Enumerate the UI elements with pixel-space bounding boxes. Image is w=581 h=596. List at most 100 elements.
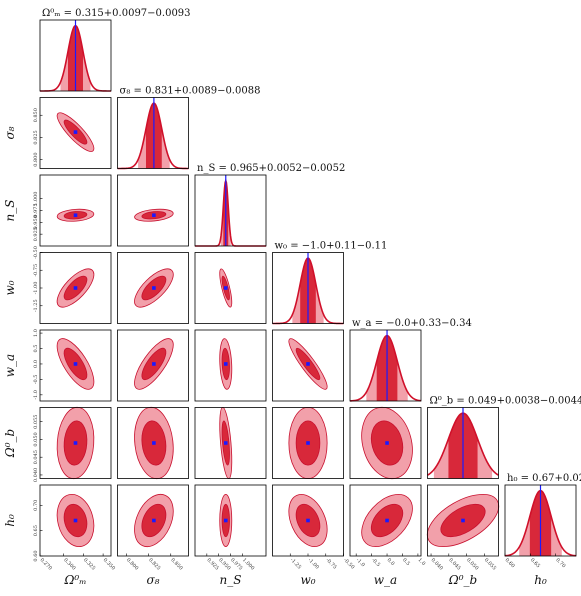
y-tick-label: -1.00 [33, 282, 39, 295]
x-tick-label: 0.60 [504, 557, 516, 569]
x-tick-label: 0.300 [62, 557, 76, 571]
truth-point [306, 441, 310, 445]
panel-omegab-h0: 0.040 0.045 0.050 0.055 [426, 484, 500, 572]
panel-frame [427, 407, 499, 479]
x-tick-label: -0.50 [342, 557, 355, 570]
y-tick-label: 0.65 [33, 525, 39, 536]
x-tick-label: 0.65 [529, 557, 541, 569]
y-tick-label: -1.0 [33, 390, 39, 400]
marginal-curve [195, 178, 266, 247]
marginal-curve [349, 334, 422, 402]
y-tick-label: -1.25 [33, 299, 39, 312]
truth-point [152, 362, 156, 366]
marginal-omegam [39, 19, 112, 92]
y-tick-label: 0.800 [33, 152, 39, 166]
panel-w0-wa [272, 329, 344, 402]
panel-frame [272, 252, 344, 324]
x-axis-label-ns: n_S [220, 573, 242, 587]
panel-frame [272, 329, 344, 402]
panel-ns-w0 [194, 252, 267, 324]
panel-omegam-omegab: 0.040 0.045 0.050 0.055 [33, 406, 112, 482]
panel-sigma8-wa [117, 329, 189, 402]
x-axis-label-omegam: Ω⁰ₘ [63, 573, 86, 587]
y-tick-label: 1.0 [33, 329, 39, 337]
truth-point [306, 362, 310, 366]
marginal-h0: 0.60 0.65 0.70 [504, 484, 577, 569]
y-tick-label: 0.925 [33, 227, 39, 241]
x-tick-label: -0.75 [324, 557, 337, 570]
param-title-ns: n_S = 0.965+0.0052−0.0052 [197, 163, 345, 174]
x-tick-label: -1.25 [289, 557, 302, 570]
y-tick-label: 0.0 [33, 360, 39, 368]
x-tick-label: 0.050 [465, 557, 479, 571]
x-tick-label: -0.5 [370, 557, 381, 568]
panel-frame [349, 407, 422, 479]
x-axis-label-wa: w_a [374, 573, 397, 587]
x-tick-label: 0.350 [102, 557, 116, 571]
panel-frame [349, 329, 422, 402]
x-tick-label: 0.975 [229, 557, 243, 571]
param-title-wa: w_a = −0.0+0.33−0.34 [352, 318, 472, 329]
marginal-wa [349, 329, 422, 402]
truth-point [73, 441, 78, 445]
panel-frame [194, 252, 267, 324]
panel-frame [39, 19, 112, 92]
x-tick-label: 0.5 [401, 557, 411, 567]
y-axis-label-omegab: Ω⁰_b [3, 429, 17, 458]
x-tick-label: 0.270 [39, 557, 53, 571]
panel-frame [272, 407, 344, 479]
truth-point [152, 213, 156, 218]
truth-point [223, 362, 228, 366]
y-tick-label: -0.5 [33, 375, 39, 385]
marginal-sigma8 [117, 97, 189, 170]
param-title-h0: h₀ = 0.67+0.021−0.021 [507, 473, 581, 484]
panel-frame [39, 484, 112, 557]
y-tick-label: 0.850 [33, 108, 39, 122]
panel-frame [427, 484, 499, 557]
param-title-omegab: Ω⁰_b = 0.049+0.0038−0.0044 [430, 396, 581, 407]
x-axis-label-omegab: Ω⁰_b [448, 573, 477, 587]
panel-sigma8-ns [117, 174, 189, 247]
y-tick-label: 0.040 [33, 468, 39, 482]
param-title-w0: w₀ = −1.0+0.11−0.11 [275, 241, 388, 252]
panel-w0-omegab [272, 406, 344, 480]
panel-frame [194, 174, 267, 247]
y-axis-label-h0: h₀ [3, 514, 17, 527]
y-tick-label: 0.055 [33, 415, 39, 429]
truth-point [73, 518, 78, 523]
x-axis-label-h0: h₀ [534, 573, 547, 587]
y-tick-label: -0.50 [33, 246, 39, 259]
y-tick-label: 0.5 [33, 345, 39, 353]
y-tick-label: 0.975 [33, 203, 39, 217]
y-axis-label-ns: n_S [3, 200, 17, 222]
truth-point [73, 213, 78, 218]
panel-frame [194, 407, 267, 479]
truth-point [152, 518, 156, 523]
panel-frame [39, 329, 112, 402]
panel-omegam-sigma8: 0.800 0.825 0.850 [33, 97, 112, 169]
x-tick-label: -1.00 [307, 557, 320, 570]
panel-wa-h0: -1.0 -0.5 0.0 0.5 1.0 [349, 484, 426, 568]
y-tick-label: 1.000 [33, 192, 39, 206]
panel-frame [117, 97, 189, 169]
y-tick-label: 0.050 [33, 432, 39, 446]
y-tick-label: 0.70 [33, 500, 39, 511]
truth-point [306, 518, 310, 523]
x-tick-label: 0.70 [554, 557, 566, 569]
truth-point [73, 286, 78, 290]
marginal-w0 [272, 252, 344, 325]
truth-point [223, 441, 228, 445]
x-tick-label: 0.825 [147, 557, 161, 571]
y-axis-label-wa: w_a [3, 354, 17, 377]
x-tick-label: -1.0 [355, 557, 366, 568]
truth-point [223, 286, 228, 290]
y-axis-label-sigma8: σ₈ [3, 126, 17, 139]
panel-sigma8-w0 [117, 252, 189, 324]
panel-omegam-w0: -1.25 -1.00 -0.75 -0.50 [33, 246, 112, 324]
param-title-omegam: Ω⁰ₘ = 0.315+0.0097−0.0093 [42, 8, 191, 19]
x-axis-label-sigma8: σ₈ [146, 573, 159, 587]
y-tick-label: 0.60 [33, 550, 39, 561]
truth-point [152, 441, 156, 445]
marginal-ns [194, 174, 267, 247]
truth-point [73, 130, 78, 134]
